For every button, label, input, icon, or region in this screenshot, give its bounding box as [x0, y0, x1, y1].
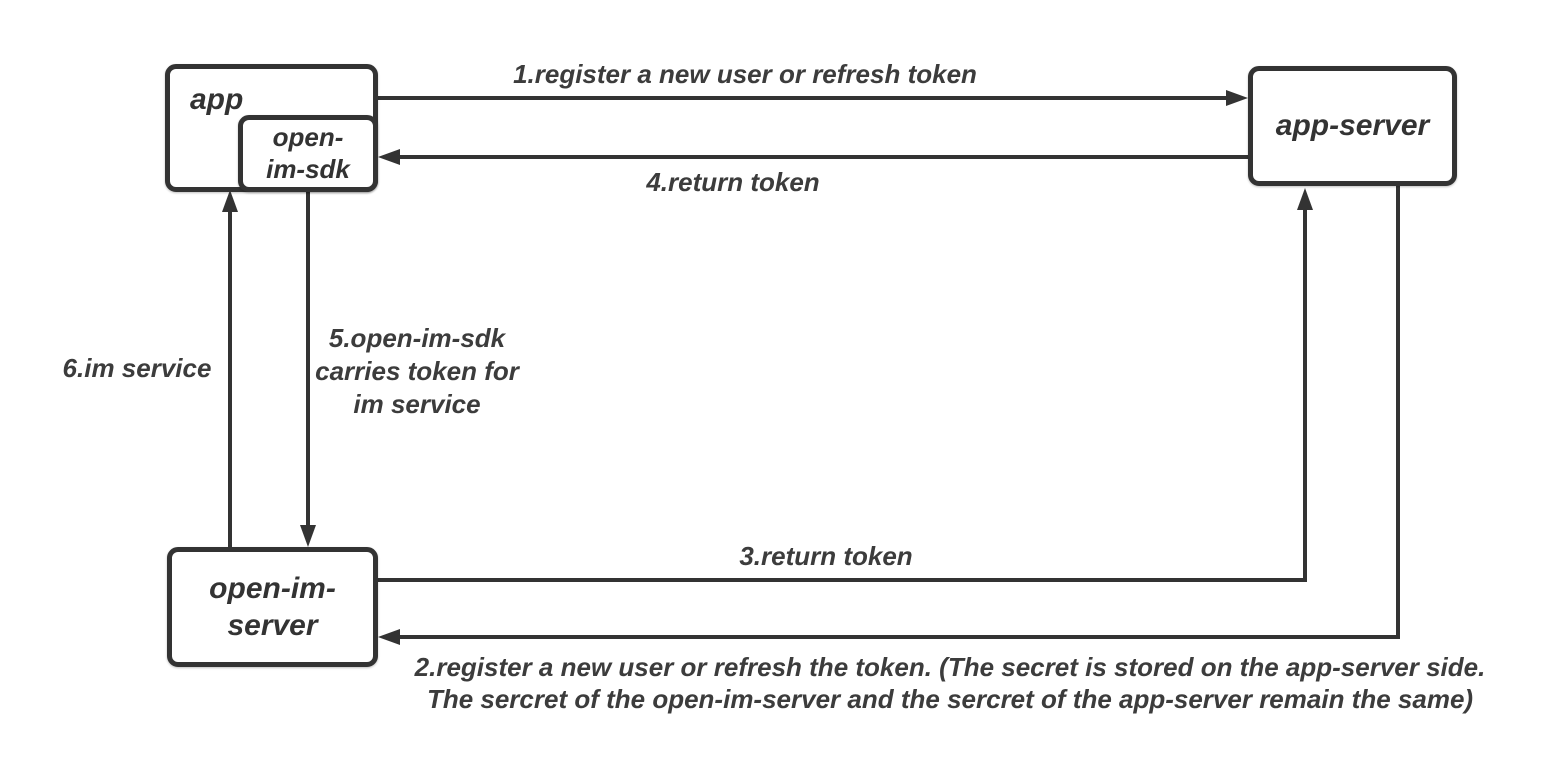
edge-2-label-line2: The sercret of the open-im-server and th… [426, 683, 1474, 714]
node-open-im-sdk-label-line1: open- [272, 122, 344, 153]
node-open-im-server-label-line1: open-im- [209, 571, 336, 605]
edge-5-label-line1: 5.open-im-sdk [328, 323, 506, 353]
node-app-server: app-server [1248, 66, 1457, 186]
arrow-4-head [378, 149, 400, 165]
edge-1-label: 1.register a new user or refresh token [513, 59, 977, 89]
arrow-6-head [222, 190, 238, 212]
arrow-3-head [1297, 188, 1313, 210]
node-open-im-sdk-label-line2: im-sdk [266, 153, 350, 184]
arrow-3-line [378, 210, 1307, 582]
node-open-im-sdk-label: open- im-sdk [266, 122, 350, 184]
edge-5-label-line3: im service [353, 388, 481, 419]
arrow-2-head [378, 629, 400, 645]
edge-2-label: 2.register a new user or refresh the tok… [400, 652, 1500, 716]
node-app-label: app [190, 83, 244, 116]
arrow-2-line [400, 186, 1400, 639]
edge-2-label-line1: 2.register a new user or refresh the tok… [414, 652, 1486, 682]
edge-5-label-line2: carries token for [315, 355, 519, 386]
edge-4-label: 4.return token [646, 167, 820, 197]
edge-3-label: 3.return token [739, 541, 913, 571]
node-app-server-label: app-server [1275, 109, 1430, 143]
arrow-1-head [1226, 90, 1248, 106]
arrow-5-head [300, 525, 316, 547]
node-open-im-sdk: open- im-sdk [238, 115, 378, 192]
node-open-im-server: open-im- server [167, 547, 378, 667]
edge-6-label: 6.im service [62, 353, 212, 383]
node-open-im-server-label: open-im- server [209, 570, 336, 645]
edge-5-label: 5.open-im-sdk carries token for im servi… [312, 322, 522, 420]
node-open-im-server-label-line2: server [227, 609, 318, 642]
